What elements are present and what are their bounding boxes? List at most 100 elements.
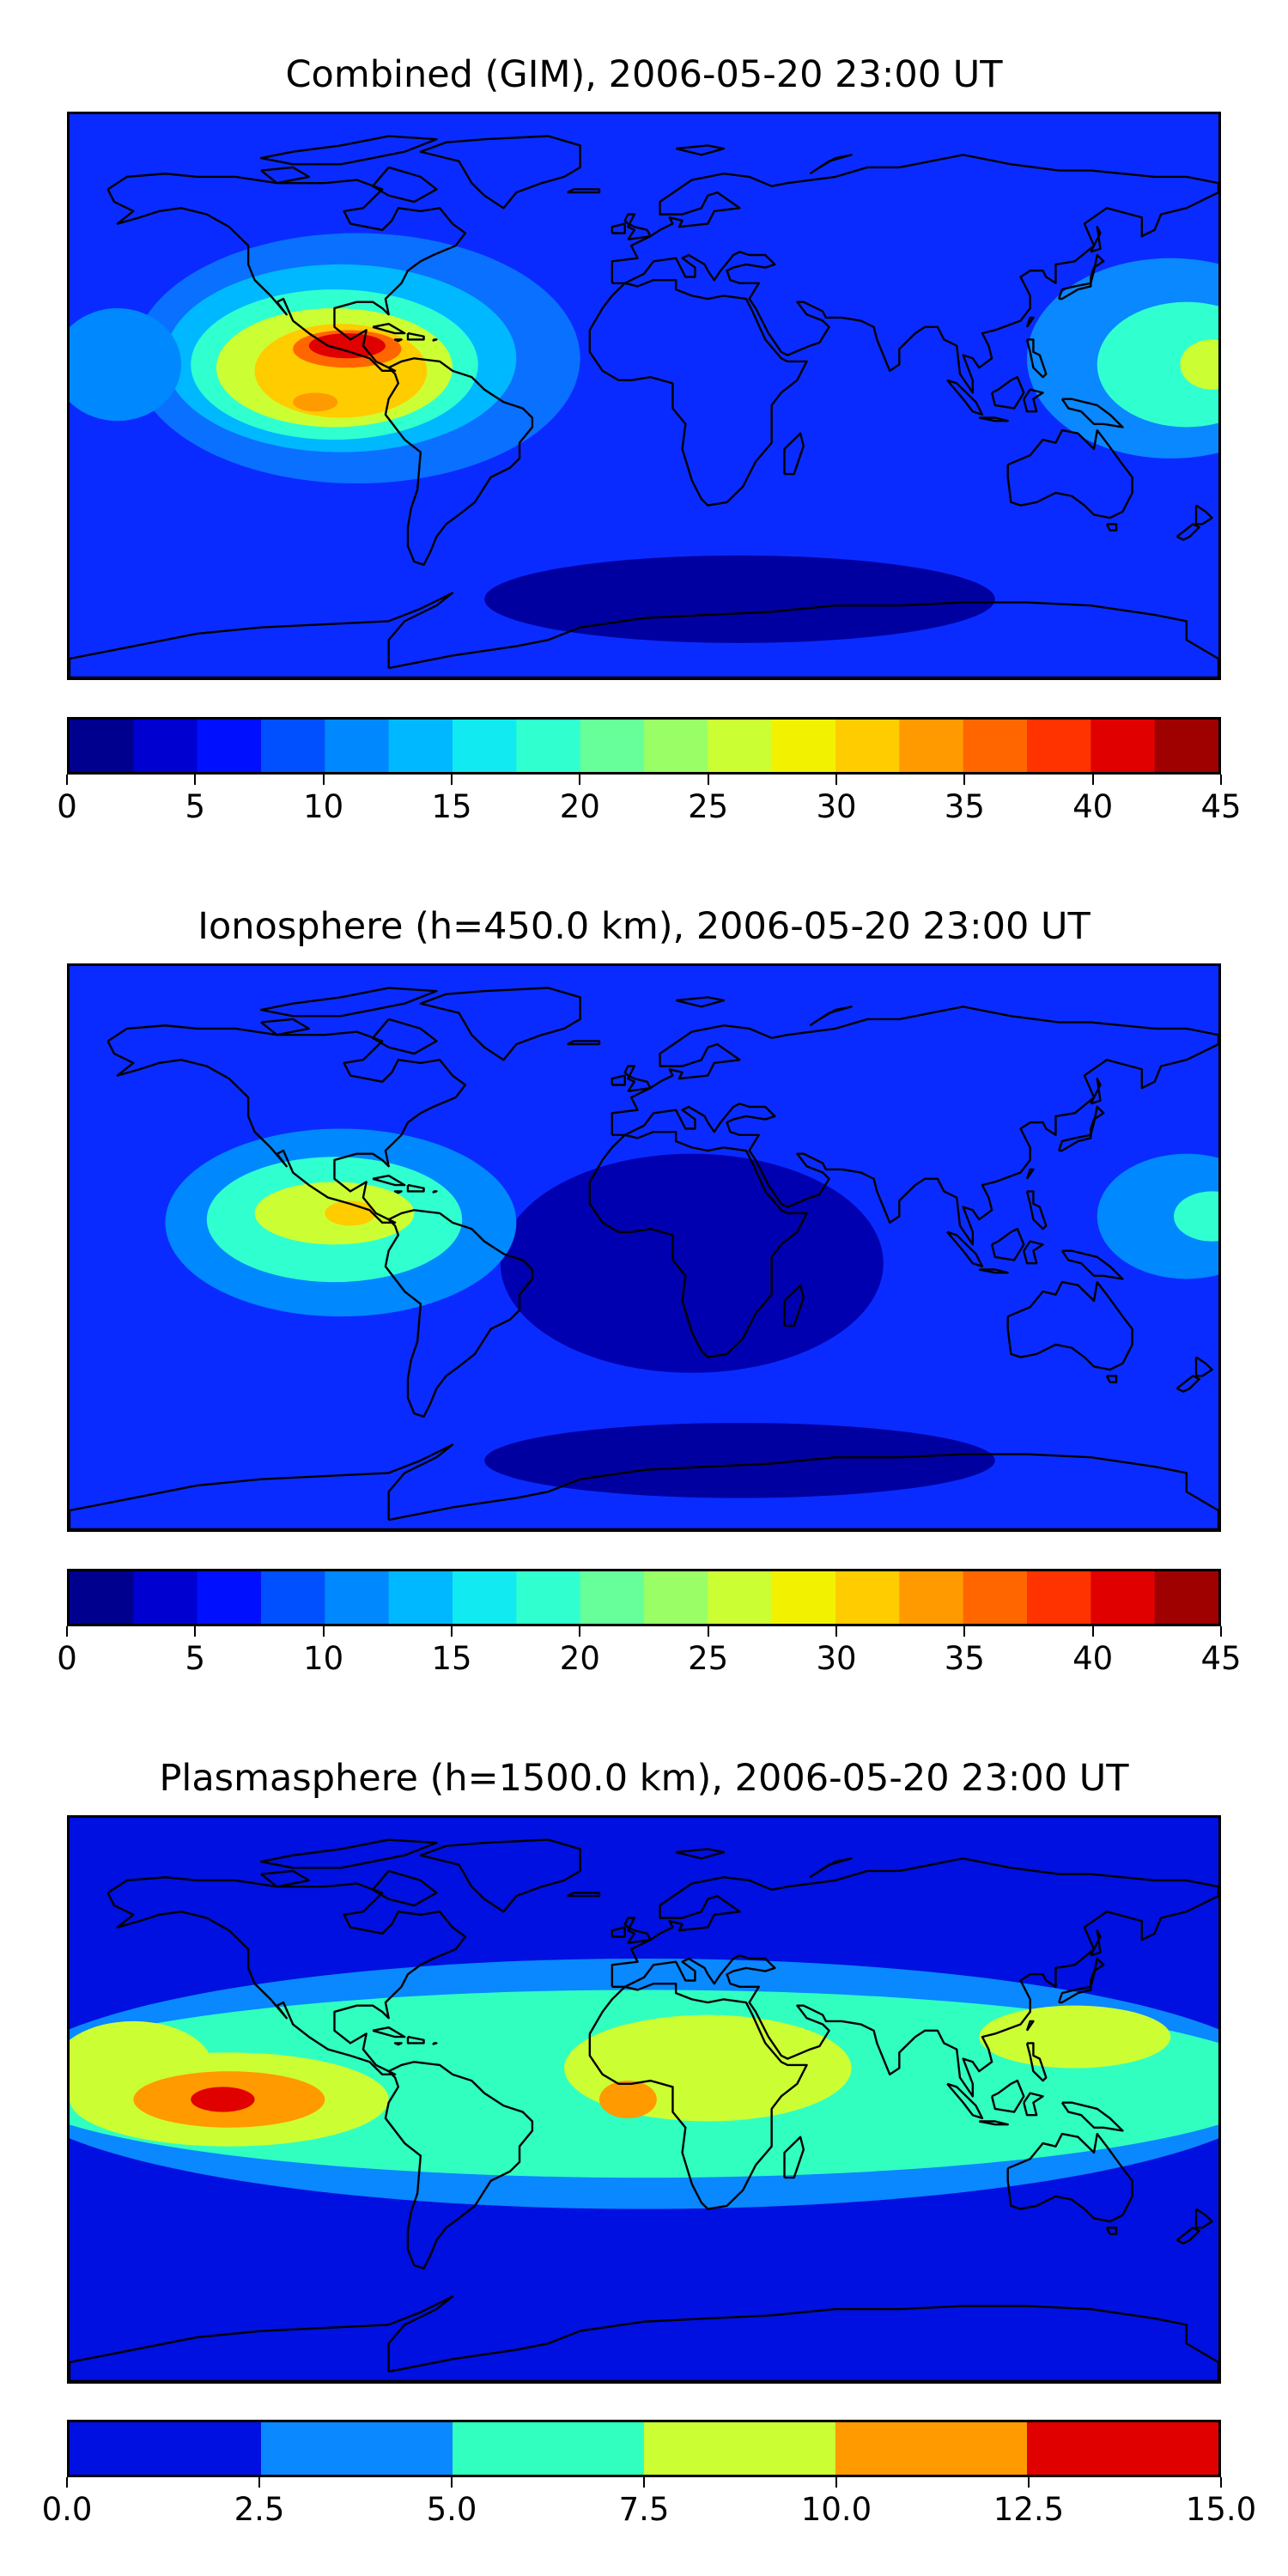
colorbar-segment [388,720,453,772]
colorbar-segment [453,1571,517,1624]
coastline [434,2043,437,2044]
colorbar-tick-label: 2.5 [234,2491,285,2528]
coastline [395,1191,401,1193]
colorbar-tick [66,775,68,785]
colorbar-tick-label: 30 [816,1640,857,1677]
coastline [261,1871,309,1886]
map-canvas [70,114,1218,677]
coastline [1024,390,1042,412]
colorbar-tick-label: 7.5 [618,2491,670,2528]
colorbar-segment [1154,1571,1218,1624]
coastline [1107,1376,1116,1382]
tec-contour [484,555,995,643]
coastline [568,1893,599,1896]
colorbar-tick [835,1626,837,1637]
coastline [625,215,651,240]
colorbar-tick [1028,2477,1030,2488]
tec-contour [484,1423,995,1498]
coastline [947,2084,982,2118]
coastline [1091,1930,1100,1955]
coastline [1196,2209,1212,2228]
coastline [785,2137,804,2178]
colorbar-tick [1220,2477,1222,2488]
colorbar-segment [516,720,581,772]
tec-contour [1097,1153,1218,1279]
colorbar-tick-label: 5 [185,788,206,825]
coastline [1027,1170,1033,1179]
colorbar-tick [707,775,709,785]
colorbar-segment [1091,1571,1156,1624]
colorbar-segment [453,2422,645,2475]
coastline [408,333,424,339]
coastline [1091,1078,1100,1103]
tec-contour [1097,301,1218,428]
colorbar-tick [1220,775,1222,785]
map-canvas [70,1818,1218,2381]
colorbar-tick [963,775,966,785]
coastline [612,1928,625,1937]
map-canvas [70,966,1218,1529]
colorbar-segment [963,1571,1028,1624]
coastline [1107,2227,1116,2233]
colorbar-tick [579,775,581,785]
coastline [1196,1358,1212,1376]
coastline [590,280,807,505]
colorbar-segment [899,720,964,772]
coastline [590,1132,807,1357]
colorbar-tick [194,1626,197,1637]
coastline [1008,2134,1133,2221]
colorbar-segment [133,1571,198,1624]
colorbar-tick-label: 40 [1072,1640,1114,1677]
colorbar-tick-label: 15 [431,1640,472,1677]
coastline [261,137,436,165]
colorbar-tick-label: 0.0 [41,2491,93,2528]
map-title: Ionosphere (h=450.0 km), 2006-05-20 23:0… [197,905,1091,948]
colorbar-segment [644,1571,708,1624]
colorbar-tick [66,2477,68,2488]
tec-map [67,1815,1221,2384]
tec-contour [191,2087,255,2112]
coastline [1024,1242,1042,1264]
coastline [625,1918,651,1943]
colorbar-canvas [70,2422,1218,2475]
coastline [1091,227,1100,252]
coastline [108,1877,465,2075]
coastline [979,1270,1007,1273]
colorbar-tick-label: 10 [303,1640,344,1677]
colorbar-tick [1091,775,1094,785]
coastline [612,1076,625,1085]
coastline [1027,2021,1033,2031]
colorbar-segment [771,1571,836,1624]
colorbar-segment [133,720,198,772]
colorbar [67,717,1221,775]
colorbar-tick [194,775,197,785]
coastline [1027,339,1046,377]
coastline [108,173,465,371]
coastline [568,1041,599,1044]
colorbar-segment [516,1571,581,1624]
colorbar-tick-label: 45 [1200,1640,1242,1677]
coastline [1008,1282,1133,1370]
coastline [568,189,599,192]
colorbar-segment [1154,720,1218,772]
colorbar [67,1569,1221,1626]
coastline [108,1025,465,1223]
coastline [261,167,309,183]
colorbar-segment [325,1571,390,1624]
coastline [373,324,404,333]
colorbar-segment [197,1571,262,1624]
colorbar-tick [1220,1626,1222,1637]
colorbar [67,2420,1221,2477]
colorbar-segment [835,720,900,772]
coastline [421,1840,580,1912]
coastline [992,2081,1024,2111]
coastline [395,2043,401,2044]
coastline [434,1191,437,1192]
coastline [612,1006,1218,1244]
coastline [785,1285,804,1326]
colorbar-tick-label: 40 [1072,788,1114,825]
coastline [373,2027,404,2037]
colorbar-segment [1027,1571,1091,1624]
colorbar-tick-label: 5 [185,1640,206,1677]
tec-contour [979,2005,1171,2069]
